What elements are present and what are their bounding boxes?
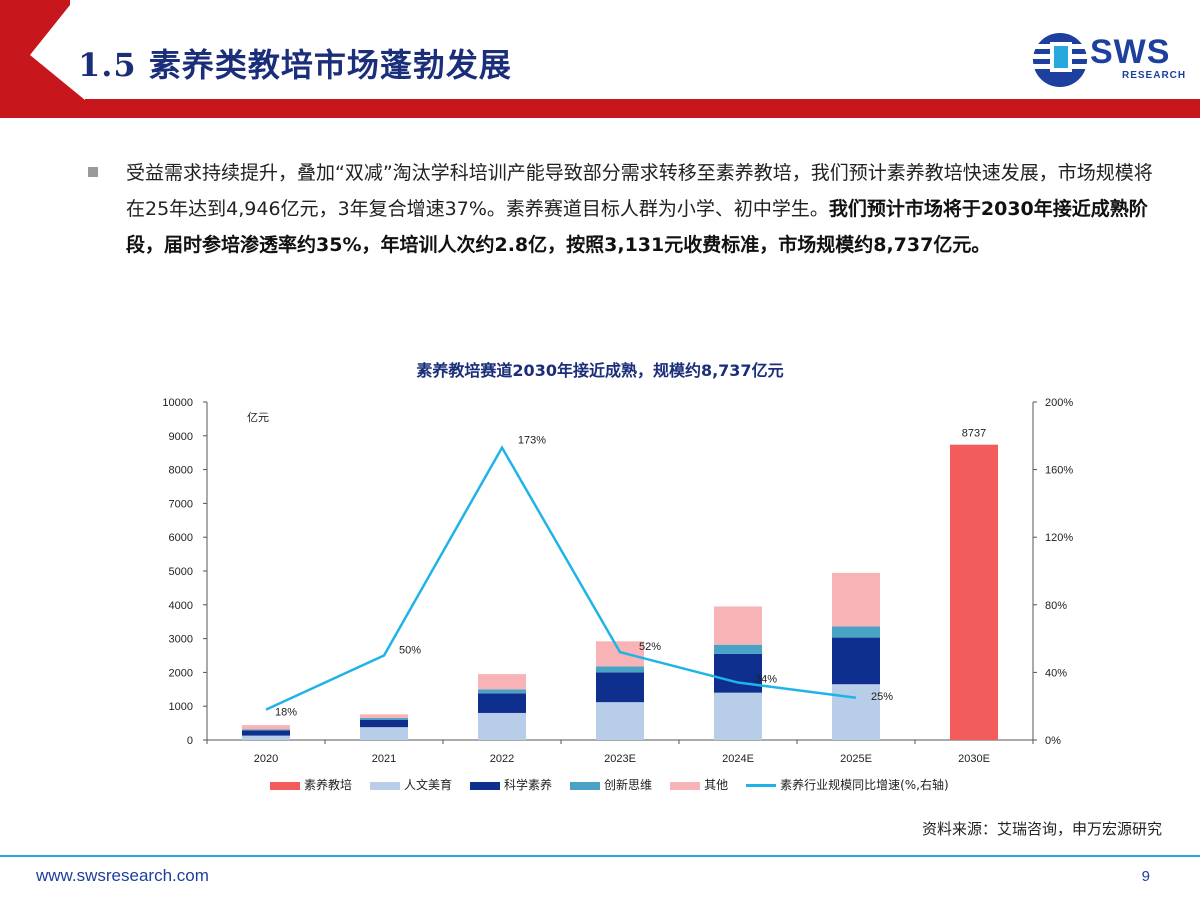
growth-rate-line: [265, 445, 857, 711]
bar-segment-其他: [596, 641, 644, 667]
bar-segment-其他: [478, 674, 526, 690]
header-red-shape: [0, 0, 1200, 118]
bar-segment-人文美育: [596, 702, 644, 740]
legend-label: 素养行业规模同比增速(%,右轴): [780, 778, 949, 792]
bar-segment-其他: [832, 572, 880, 627]
bar-segment-人文美育: [832, 684, 880, 740]
y-tick-label: 2000: [169, 667, 193, 679]
growth-rate-label: 18%: [275, 707, 297, 719]
legend-item: 其他: [670, 776, 728, 793]
bar-segment-创新思维: [596, 666, 644, 673]
bar-素养教培: [950, 444, 998, 740]
bar-segment-其他: [714, 606, 762, 645]
page-title: 1.5 素养类教培市场蓬勃发展: [78, 46, 512, 84]
y2-tick-label: 200%: [1045, 397, 1073, 409]
y-tick-label: 8000: [169, 465, 193, 477]
chart-legend: 素养教培 人文美育 科学素养 创新思维 其他 素养行业规模同比增速(%,右轴): [270, 776, 967, 792]
y2-tick-label: 160%: [1045, 465, 1073, 477]
page-number: 9: [1141, 868, 1150, 885]
x-tick-label: 2023E: [604, 753, 636, 765]
bullet-square-icon: [88, 167, 98, 177]
footer-url[interactable]: www.swsresearch.com: [36, 866, 209, 885]
summary-bold-text: 我们预计市场将于2030年接近成熟阶段，届时参培渗透率约35%，年培训人次约2.…: [126, 198, 1148, 256]
market-size-chart: 0 1000 2000 3000 4000 5000 6000 7000 8000 9000 100…: [162, 397, 1073, 765]
y-tick-label: 10000: [162, 397, 193, 409]
x-tick-label: 2021: [372, 753, 396, 765]
logo-text: SWS: [1090, 33, 1171, 71]
summary-normal-text: 受益需求持续提升，叠加“双减”淘汰学科培训产能导致部分需求转移至素养教培，我们预…: [126, 162, 1153, 220]
legend-item: 科学素养: [470, 776, 552, 793]
y2-tick-label: 80%: [1045, 600, 1067, 612]
growth-rate-label: 173%: [518, 435, 546, 447]
y-tick-label: 9000: [169, 431, 193, 443]
bar-segment-其他: [242, 725, 290, 730]
x-tick-label: 2022: [490, 753, 514, 765]
growth-rate-label: 34%: [755, 674, 777, 686]
bar-segment-科学素养: [714, 653, 762, 693]
y-tick-label: 3000: [169, 634, 193, 646]
bar-segment-科学素养: [242, 730, 290, 736]
bar-segment-创新思维: [714, 644, 762, 654]
bar-segment-人文美育: [242, 735, 290, 740]
bar-segment-科学素养: [832, 637, 880, 685]
y-tick-label: 1000: [169, 701, 193, 713]
y-tick-label: 6000: [169, 532, 193, 544]
footer-divider: [0, 855, 1200, 857]
legend-label: 科学素养: [504, 778, 553, 792]
x-tick-label: 2024E: [722, 753, 754, 765]
chart-title: 素养教培赛道2030年接近成熟，规模约8,737亿元: [416, 361, 784, 380]
bar-segment-创新思维: [360, 718, 408, 720]
y2-tick-label: 40%: [1045, 667, 1067, 679]
legend-swatch: [370, 781, 401, 790]
bar-segment-人文美育: [714, 692, 762, 740]
legend-item: 素养教培: [270, 776, 352, 793]
header-banner: [0, 0, 1200, 118]
y-tick-label: 0: [187, 735, 193, 747]
bar-value-label: 8737: [962, 428, 986, 440]
legend-item: 素养行业规模同比增速(%,右轴): [746, 776, 949, 793]
logo-subtext: RESEARCH: [1122, 70, 1187, 81]
legend-swatch: [670, 781, 701, 790]
y2-tick-label: 0%: [1045, 735, 1061, 747]
legend-item: 人文美育: [370, 776, 452, 793]
summary-paragraph: 受益需求持续提升，叠加“双减”淘汰学科培训产能导致部分需求转移至素养教培，我们预…: [126, 155, 1158, 263]
growth-rate-label: 25%: [871, 691, 893, 703]
growth-rate-label: 52%: [639, 641, 661, 653]
y-tick-label: 5000: [169, 566, 193, 578]
bar-segment-创新思维: [242, 729, 290, 731]
legend-swatch: [470, 781, 501, 790]
growth-rate-label: 50%: [399, 645, 421, 657]
bar-segment-其他: [360, 714, 408, 719]
bar-segment-人文美育: [478, 712, 526, 740]
x-tick-label: 2020: [254, 753, 278, 765]
bar-segment-科学素养: [478, 693, 526, 713]
source-note: 资料来源：艾瑞咨询，申万宏源研究: [921, 820, 1162, 838]
legend-swatch: [570, 781, 601, 790]
bar-segment-科学素养: [360, 719, 408, 728]
bar-segment-创新思维: [478, 689, 526, 694]
summary-bullet: 受益需求持续提升，叠加“双减”淘汰学科培训产能导致部分需求转移至素养教培，我们预…: [88, 155, 1158, 263]
legend-item: 创新思维: [570, 776, 652, 793]
x-tick-label: 2025E: [840, 753, 872, 765]
legend-label: 其他: [704, 778, 729, 792]
legend-label: 创新思维: [604, 778, 653, 792]
bar-segment-人文美育: [360, 727, 408, 740]
unit-label: 亿元: [247, 411, 269, 424]
y-tick-label: 7000: [169, 498, 193, 510]
legend-swatch: [270, 781, 300, 790]
x-tick-label: 2030E: [958, 753, 990, 765]
bar-segment-科学素养: [596, 672, 644, 703]
legend-label: 素养教培: [304, 778, 353, 792]
bar-segment-创新思维: [832, 626, 880, 638]
legend-label: 人文美育: [404, 778, 453, 792]
sws-logo-icon: [1033, 33, 1087, 87]
legend-line-swatch: [746, 784, 777, 787]
y2-tick-label: 120%: [1045, 532, 1073, 544]
y-tick-label: 4000: [169, 600, 193, 612]
